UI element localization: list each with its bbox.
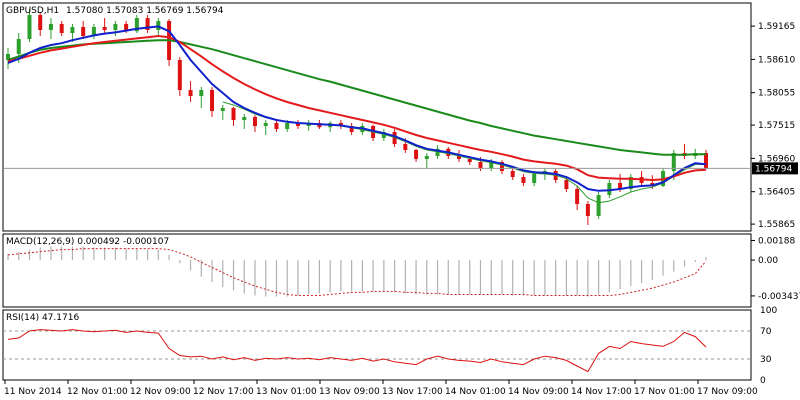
current-price-value: 1.56794 xyxy=(755,164,792,174)
time-tick-label: 14 Nov 01:00 xyxy=(445,387,506,397)
candle xyxy=(306,120,311,131)
macd-signal-line xyxy=(7,248,707,296)
candle xyxy=(59,21,64,36)
candle xyxy=(199,87,204,108)
candle xyxy=(704,150,708,170)
candle xyxy=(682,144,687,159)
time-axis: 11 Nov 2014 12 Nov 01:00 12 Nov 09:00 12 No… xyxy=(4,380,758,397)
candle xyxy=(252,115,257,132)
indicator-lines xyxy=(7,25,707,373)
time-tick-label: 11 Nov 2014 xyxy=(4,387,62,397)
candle xyxy=(6,48,10,69)
candle xyxy=(242,114,247,129)
time-tick-label: 12 Nov 09:00 xyxy=(130,387,191,397)
rsi-pane[interactable] xyxy=(2,309,752,381)
candle xyxy=(145,15,150,33)
price-axis: 1.59165 1.58610 1.58055 1.57515 1.56960 1.564… xyxy=(751,22,800,386)
mid-moving-average-line xyxy=(7,34,707,182)
candle xyxy=(414,148,419,162)
grid-lines xyxy=(3,330,751,360)
candle xyxy=(220,105,225,120)
price-tick-label: 1.56960 xyxy=(758,154,795,164)
candle xyxy=(102,18,107,33)
candle xyxy=(661,168,666,188)
candle xyxy=(81,21,86,39)
time-tick-label: 13 Nov 01:00 xyxy=(256,387,317,397)
candle xyxy=(48,18,53,39)
candle xyxy=(188,81,193,102)
symbol-label: GBPUSD,H1 1.57080 1.57083 1.56769 1.5679… xyxy=(6,6,224,16)
rsi-line xyxy=(7,329,707,373)
candle xyxy=(38,12,43,36)
price-tick-label: 1.58610 xyxy=(758,55,795,65)
macd-label: MACD(12,26,9) 0.000492 -0.000107 xyxy=(6,237,169,247)
candle xyxy=(521,174,526,186)
time-tick-label: 13 Nov 09:00 xyxy=(319,387,380,397)
candle xyxy=(564,177,569,192)
time-tick-label: 14 Nov 09:00 xyxy=(508,387,569,397)
time-tick-label: 12 Nov 17:00 xyxy=(193,387,254,397)
candle xyxy=(628,174,633,192)
candle xyxy=(263,120,268,135)
candle xyxy=(585,201,590,225)
candle xyxy=(231,106,236,126)
current-price-tag xyxy=(752,162,798,175)
candle xyxy=(210,87,215,117)
candle xyxy=(349,123,354,135)
candle xyxy=(27,9,32,42)
macd-histogram xyxy=(7,246,707,297)
rsi-tick-label: 70 xyxy=(760,327,772,337)
macd-tick-label: 0.00 xyxy=(758,256,778,266)
rsi-tick-label: 30 xyxy=(760,355,772,365)
time-tick-label: 14 Nov 17:00 xyxy=(571,387,632,397)
time-tick-label: 13 Nov 17:00 xyxy=(382,387,443,397)
candle xyxy=(113,21,118,36)
rsi-tick-label: 100 xyxy=(760,306,777,316)
main-pane[interactable] xyxy=(2,2,752,232)
time-tick-label: 17 Nov 01:00 xyxy=(634,387,695,397)
candle xyxy=(274,120,279,132)
rsi-tick-label: 0 xyxy=(760,376,766,386)
candle xyxy=(177,57,182,96)
candle xyxy=(167,19,172,66)
candle xyxy=(607,180,612,198)
slow-moving-average-line xyxy=(7,39,706,156)
candle xyxy=(70,24,75,42)
candle xyxy=(295,120,300,129)
fast-moving-average-line xyxy=(7,25,707,192)
candle xyxy=(371,124,376,141)
candle xyxy=(91,24,96,39)
price-tick-label: 1.55865 xyxy=(758,220,795,230)
candle xyxy=(510,168,515,180)
macd-tick-label: 0.00188 xyxy=(758,236,795,246)
time-tick-label: 12 Nov 01:00 xyxy=(67,387,128,397)
candle xyxy=(134,15,139,33)
macd-pane[interactable] xyxy=(2,233,752,308)
macd-tick-label: -0.003437 xyxy=(758,292,800,302)
price-tick-label: 1.57515 xyxy=(758,121,795,131)
candle xyxy=(499,160,504,174)
rsi-label: RSI(14) 47.1716 xyxy=(6,313,79,323)
candle xyxy=(381,129,386,141)
price-tick-label: 1.58055 xyxy=(758,89,795,99)
time-tick-label: 17 Nov 09:00 xyxy=(697,387,758,397)
candle xyxy=(575,186,580,210)
candle xyxy=(392,129,397,147)
candle xyxy=(328,121,333,132)
price-tick-label: 1.59165 xyxy=(758,22,795,32)
candle xyxy=(596,192,601,219)
candle xyxy=(424,153,429,168)
price-tick-label: 1.56405 xyxy=(758,188,795,198)
